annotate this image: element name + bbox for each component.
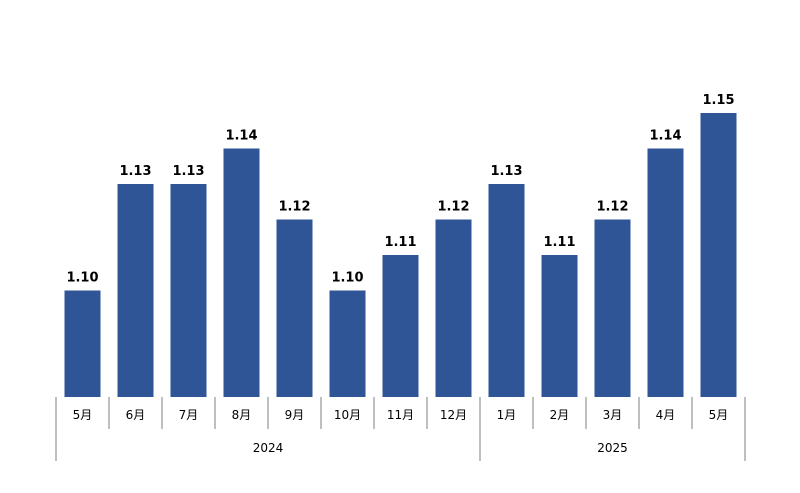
bar-4 [223,148,260,397]
category-label-11: 3月 [603,408,623,422]
category-label-6: 10月 [334,408,361,422]
bar-8 [435,219,472,397]
value-label-7: 1.11 [384,235,416,250]
category-axis: 5月 6月 7月 8月 9月 10月 11月 12月 1月 2月 3月 4月 5月 2024 2025 [55,397,746,461]
category-label-5: 9月 [285,408,305,422]
category-label-2: 6月 [126,408,146,422]
value-label-8: 1.12 [437,200,469,215]
category-label-1: 5月 [73,408,93,422]
value-label-2: 1.13 [119,164,151,179]
value-label-12: 1.14 [649,129,681,144]
value-labels-layer: 1.10 1.13 1.13 1.14 1.12 1.10 1.11 1.12 1.13 1.11… [66,93,734,286]
category-label-4: 8月 [232,408,252,422]
bar-7 [382,255,419,397]
bar-11 [594,219,631,397]
category-label-8: 12月 [440,408,467,422]
bar-13 [700,113,737,397]
bar-5 [276,219,313,397]
category-label-12: 4月 [656,408,676,422]
value-label-5: 1.12 [278,200,310,215]
bar-10 [541,255,578,397]
group-label-2024: 2024 [253,441,284,455]
value-label-9: 1.13 [490,164,522,179]
bar-1 [64,290,101,397]
value-label-3: 1.13 [172,164,204,179]
bar-3 [170,184,207,397]
bar-9 [488,184,525,397]
category-label-13: 5月 [709,408,729,422]
bar-2 [117,184,154,397]
value-label-13: 1.15 [702,93,734,108]
bars-layer [64,113,737,397]
value-label-11: 1.12 [596,200,628,215]
value-label-10: 1.11 [543,235,575,250]
value-label-6: 1.10 [331,271,363,286]
category-label-3: 7月 [179,408,199,422]
category-label-9: 1月 [497,408,517,422]
value-label-1: 1.10 [66,271,98,286]
category-label-10: 2月 [550,408,570,422]
group-label-2025: 2025 [597,441,628,455]
category-label-7: 11月 [387,408,414,422]
bar-6 [329,290,366,397]
bar-12 [647,148,684,397]
value-label-4: 1.14 [225,129,257,144]
